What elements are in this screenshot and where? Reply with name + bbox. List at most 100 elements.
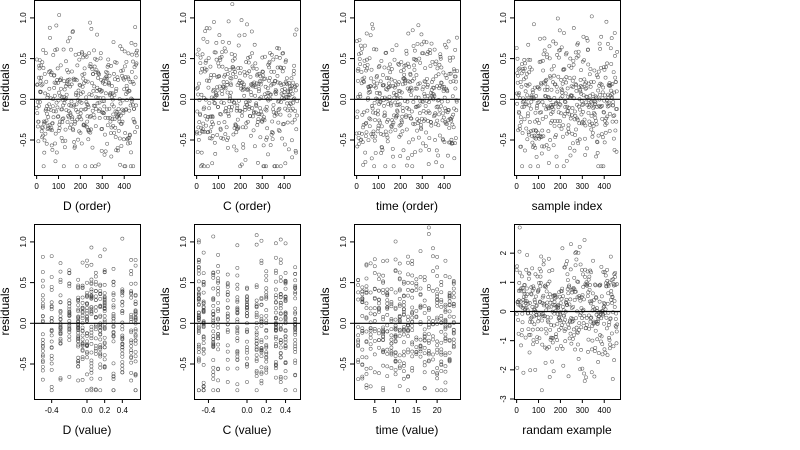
- residual-point: [80, 309, 85, 314]
- residual-point: [254, 368, 259, 373]
- residual-point: [258, 74, 263, 79]
- residual-point: [76, 325, 81, 330]
- residual-point: [98, 324, 103, 329]
- residual-point: [391, 120, 396, 125]
- residual-point: [292, 85, 297, 89]
- residual-point: [245, 347, 249, 352]
- residual-point: [111, 374, 116, 379]
- y-axis-label: residuals: [0, 287, 12, 335]
- residual-point: [410, 289, 415, 293]
- residual-point: [426, 162, 431, 167]
- residual-point: [389, 125, 394, 129]
- residual-point: [568, 320, 572, 325]
- residual-point: [515, 56, 520, 61]
- y-tick-label: 0.5: [179, 276, 188, 288]
- x-tick-label: 100: [532, 182, 546, 191]
- residual-point: [443, 388, 448, 393]
- residual-point: [245, 286, 249, 291]
- residual-point: [38, 90, 43, 95]
- residual-point: [563, 317, 567, 322]
- residual-point: [381, 363, 385, 368]
- residual-point: [196, 260, 201, 265]
- residual-point: [402, 340, 406, 345]
- residual-point: [420, 51, 424, 56]
- residual-point: [453, 141, 457, 146]
- residual-point: [216, 307, 220, 312]
- residual-point: [578, 78, 583, 82]
- residual-point: [50, 121, 55, 126]
- residual-point: [64, 92, 69, 97]
- residual-point: [418, 125, 423, 130]
- residual-point: [392, 85, 397, 90]
- residual-point: [387, 85, 392, 89]
- residual-point: [195, 52, 200, 57]
- residual-point: [98, 51, 103, 55]
- residual-point: [120, 327, 125, 332]
- residual-point: [560, 286, 565, 291]
- residual-point: [111, 330, 116, 334]
- residual-point: [276, 120, 281, 125]
- residual-point: [231, 66, 236, 71]
- residual-point: [563, 100, 568, 104]
- y-tick-label: -3: [499, 395, 508, 403]
- residual-point: [196, 240, 201, 245]
- residual-point: [418, 303, 423, 308]
- residual-point: [235, 298, 240, 303]
- residual-point: [431, 337, 435, 342]
- residual-point: [64, 96, 69, 101]
- residual-point: [58, 331, 63, 335]
- residual-point: [411, 137, 415, 142]
- residual-point: [283, 297, 288, 301]
- residual-point: [200, 66, 204, 71]
- residual-point: [564, 51, 569, 55]
- residual-point: [89, 282, 94, 286]
- residual-point: [404, 48, 409, 53]
- residual-point: [381, 287, 385, 292]
- residual-point: [431, 269, 435, 274]
- residual-point: [402, 325, 406, 329]
- residual-point: [453, 86, 458, 91]
- residual-point: [422, 386, 427, 391]
- residual-point: [107, 73, 112, 78]
- residual-point: [40, 82, 45, 87]
- residual-point: [521, 370, 526, 375]
- residual-point: [523, 75, 528, 80]
- residual-point: [58, 300, 63, 304]
- residual-point: [110, 84, 114, 88]
- residual-point: [402, 327, 406, 332]
- residual-point: [406, 327, 410, 332]
- y-tick-label: 0.0: [339, 93, 348, 105]
- residual-point: [218, 57, 223, 62]
- residual-point: [80, 295, 85, 300]
- residual-point: [79, 100, 84, 105]
- residual-point: [578, 262, 583, 267]
- residual-point: [93, 324, 98, 329]
- residual-point: [111, 303, 116, 308]
- residual-point: [602, 270, 607, 275]
- residual-point: [54, 81, 58, 86]
- residual-point: [576, 141, 581, 146]
- residual-point: [563, 339, 568, 344]
- residual-point: [385, 87, 390, 92]
- y-tick-label: 0.5: [499, 52, 508, 64]
- residual-point: [132, 106, 136, 111]
- residual-point: [546, 161, 551, 165]
- residual-point: [40, 125, 45, 130]
- residual-point: [205, 39, 210, 44]
- y-axis-label: residuals: [158, 63, 172, 111]
- residual-point: [85, 308, 89, 313]
- residual-point: [61, 47, 66, 52]
- residual-point: [372, 352, 377, 357]
- residual-point: [113, 125, 118, 130]
- residual-point: [583, 267, 588, 272]
- residual-point: [53, 131, 58, 136]
- residual-point: [372, 319, 377, 323]
- residual-point: [440, 84, 445, 89]
- residual-point: [360, 131, 364, 136]
- residual-point: [99, 148, 104, 153]
- residual-point: [514, 268, 519, 272]
- residual-point: [438, 52, 443, 57]
- residual-point: [599, 132, 604, 136]
- residual-point: [361, 125, 365, 130]
- residual-point: [196, 279, 201, 284]
